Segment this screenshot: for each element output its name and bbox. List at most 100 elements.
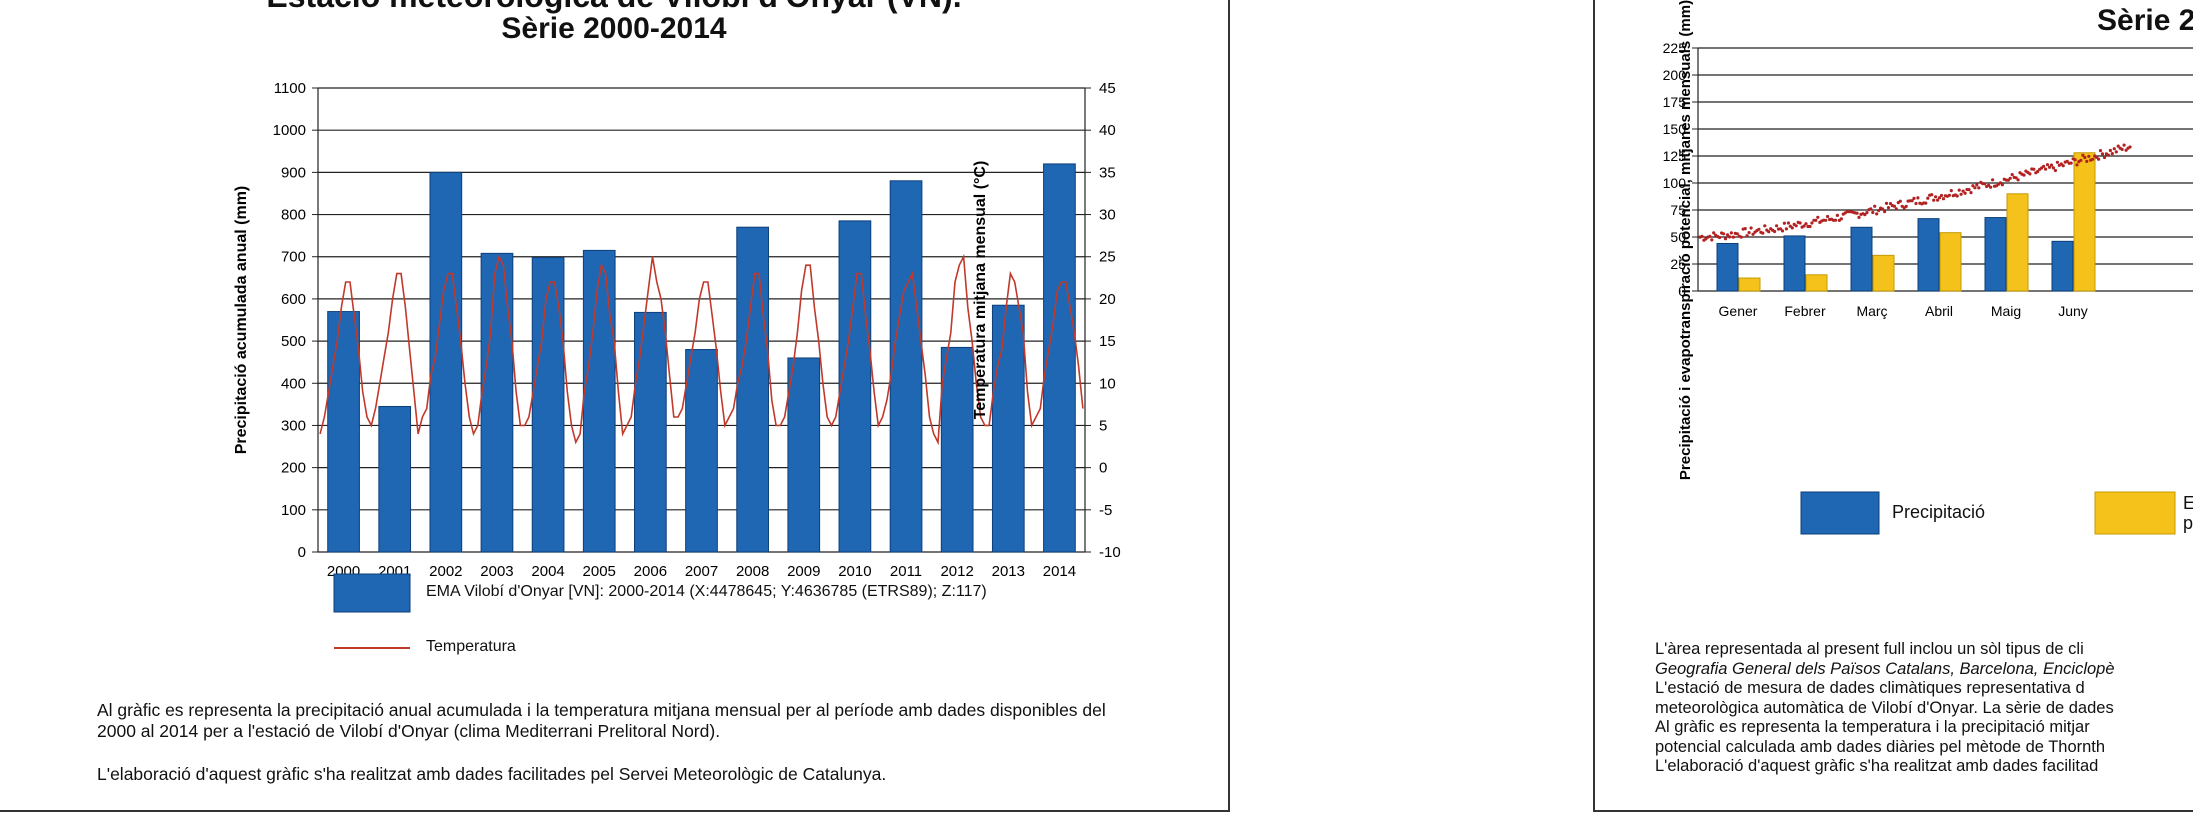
y-tick-label: 400 [281, 375, 306, 392]
legend-bar-swatch [333, 573, 411, 613]
daily-dot [2022, 173, 2026, 177]
x-tick-label: 2012 [940, 563, 973, 580]
y-axis-label-right: Temperatura mitjana mensual (°C) [972, 161, 989, 420]
daily-dot [1961, 189, 1965, 193]
daily-dot [1790, 226, 1794, 230]
daily-dot [1731, 235, 1735, 239]
daily-dot [2032, 167, 2036, 171]
daily-dot [1749, 226, 1753, 230]
daily-dot [1712, 231, 1716, 235]
daily-dot [1912, 196, 1916, 200]
daily-dot [1863, 213, 1867, 217]
y-tick-label: 100 [281, 502, 306, 519]
daily-dot [1747, 231, 1751, 235]
daily-dot [1877, 208, 1881, 213]
daily-dot [2014, 176, 2018, 180]
daily-dot [2081, 153, 2085, 157]
y-tick-label: 25 [1670, 256, 1686, 272]
y-tick-label: 0 [1678, 283, 1686, 299]
credits-paragraph: L'elaboració d'aquest gràfic s'ha realit… [97, 764, 887, 784]
daily-dot [1881, 207, 1885, 211]
daily-dot [2114, 150, 2118, 154]
daily-dot [1804, 222, 1808, 226]
daily-dot [1998, 181, 2002, 185]
y-tick-label-right: 5 [1099, 417, 1107, 434]
daily-dot [1969, 191, 1973, 195]
y-tick-label: 125 [1663, 148, 1687, 164]
daily-dot [1865, 211, 1869, 215]
legend-precip-label: Precipitació [1892, 502, 1986, 522]
bar [838, 220, 872, 553]
daily-dot [1784, 227, 1788, 231]
daily-dot [2116, 144, 2120, 148]
daily-dot [2085, 159, 2089, 163]
bar [685, 349, 718, 553]
daily-dot [1810, 221, 1814, 225]
description-line: meteorològica automàtica de Vilobí d'Ony… [1655, 698, 2114, 717]
daily-dot [2036, 169, 2040, 174]
daily-dot [1763, 224, 1767, 228]
daily-dot [2110, 152, 2114, 156]
bar-precipitation [1783, 235, 1806, 292]
bar-precipitation [2051, 240, 2074, 292]
left-chart-panel: Estació meteorològica de Vilobí d'Onyar … [0, 0, 1230, 812]
daily-dot [1700, 234, 1704, 238]
daily-dot [1786, 221, 1790, 225]
daily-dot [1743, 227, 1747, 231]
x-tick-label: 2002 [429, 563, 462, 580]
y-tick-label: 75 [1670, 202, 1686, 218]
y-tick-label-right: 15 [1099, 333, 1116, 350]
daily-dot [1722, 232, 1726, 236]
daily-dot [1761, 231, 1765, 235]
bar [531, 257, 565, 553]
chart-title-line2: Sèrie 2000-2014 [501, 12, 727, 45]
x-tick-label: Febrer [1784, 303, 1826, 319]
daily-dot [1855, 211, 1859, 215]
daily-dot [1914, 201, 1918, 206]
daily-dot [1894, 207, 1898, 211]
description-line: Al gràfic es representa la temperatura i… [1655, 718, 2090, 736]
bar [1043, 163, 1076, 553]
x-tick-label: 2009 [787, 563, 820, 580]
daily-dot [1767, 230, 1771, 234]
daily-dot [1782, 221, 1786, 225]
bar-precipitation [1716, 242, 1739, 292]
y-tick-label: 800 [281, 207, 306, 224]
daily-dot [1735, 232, 1739, 236]
y-tick-label: 500 [281, 333, 306, 350]
x-tick-label: 2004 [531, 563, 564, 580]
daily-dot [1780, 229, 1785, 233]
description-line: L'àrea representada al present full incl… [1655, 640, 2084, 658]
daily-dot [1710, 238, 1714, 242]
daily-dot [1959, 192, 1963, 196]
description-paragraph: Al gràfic es representa la precipitació … [97, 700, 1106, 741]
daily-dot [2042, 164, 2046, 168]
y-axis-label-right-chart: Precipitació i evapotranspiració potenci… [1677, 0, 1694, 480]
y-tick-label: 50 [1670, 229, 1686, 245]
daily-dot [2055, 160, 2059, 164]
y-tick-label: 150 [1663, 121, 1687, 137]
daily-dot [1991, 178, 1995, 182]
daily-dot [2095, 155, 2099, 159]
chart-title-line2-right: Sèrie 2 [2097, 4, 2193, 37]
daily-dot [1857, 215, 1861, 219]
daily-dot [1727, 235, 1732, 239]
daily-dot [1802, 224, 1806, 228]
daily-dot [2008, 176, 2012, 180]
daily-dot [1975, 183, 1979, 187]
daily-dot [2112, 147, 2116, 151]
x-tick-label: 2008 [736, 563, 769, 580]
daily-dot [1886, 206, 1891, 210]
daily-dot [2000, 183, 2004, 187]
x-tick-label: 2003 [480, 563, 513, 580]
daily-dot [2069, 161, 2073, 165]
bar [634, 311, 667, 553]
daily-dot [1773, 229, 1777, 234]
daily-dot [1723, 237, 1728, 241]
daily-dot [1930, 193, 1934, 197]
daily-dot [1794, 224, 1798, 228]
daily-dot [1924, 201, 1928, 205]
bar-etp [2006, 193, 2029, 292]
daily-dot [1967, 188, 1971, 192]
daily-dot [1816, 215, 1820, 219]
